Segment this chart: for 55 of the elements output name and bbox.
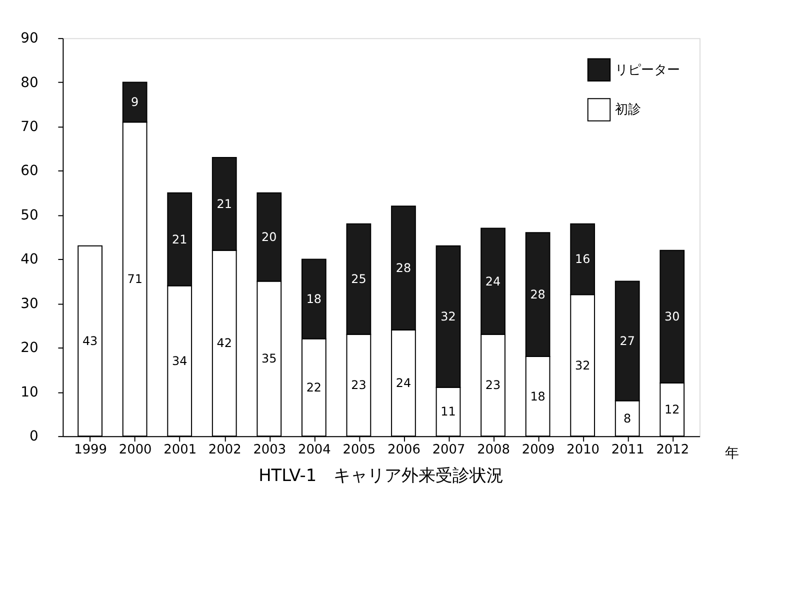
data-label: 28 — [396, 261, 412, 276]
data-label: 25 — [351, 272, 366, 286]
data-label: 11 — [440, 404, 456, 419]
data-label: 21 — [216, 196, 232, 211]
y-tick-label: 40 — [20, 252, 38, 268]
x-tick-label: 2004 — [298, 442, 331, 458]
data-label: 22 — [306, 380, 322, 394]
y-tick-label: 50 — [20, 207, 38, 224]
y-tick-label: 80 — [20, 74, 38, 91]
x-tick-label: 2007 — [432, 442, 466, 458]
x-tick-label: 2008 — [477, 442, 510, 458]
data-label: 23 — [485, 378, 501, 392]
data-label: 71 — [127, 272, 142, 286]
y-tick-label: 90 — [20, 30, 38, 47]
data-label: 42 — [216, 336, 232, 350]
data-label: 32 — [440, 310, 456, 324]
data-label: 12 — [664, 402, 680, 417]
data-label: 21 — [172, 232, 188, 246]
x-tick-label: 2009 — [522, 442, 555, 458]
y-tick-label: 0 — [29, 428, 38, 445]
y-tick-label: 10 — [20, 384, 38, 400]
x-tick-label: 2003 — [253, 442, 286, 458]
y-tick-label: 20 — [20, 340, 38, 356]
legend-label: リピーター — [614, 62, 680, 78]
data-label: 30 — [664, 310, 680, 324]
data-label: 28 — [530, 288, 546, 302]
data-label: 20 — [262, 230, 277, 244]
data-label: 24 — [396, 376, 412, 390]
data-label: 18 — [530, 389, 546, 404]
x-tick-label: 2012 — [656, 442, 690, 458]
y-tick-label: 60 — [20, 163, 38, 180]
data-label: 18 — [306, 292, 322, 306]
y-tick-label: 30 — [20, 296, 38, 312]
x-tick-label: 2000 — [118, 442, 152, 458]
x-tick-label: 1999 — [74, 442, 107, 458]
data-label: 23 — [351, 378, 366, 392]
data-label: 9 — [131, 95, 139, 110]
data-label: 32 — [574, 358, 590, 372]
y-tick-label: 70 — [20, 119, 38, 135]
data-label: 27 — [620, 334, 635, 348]
data-label: 24 — [485, 274, 501, 288]
x-tick-label: 2006 — [388, 442, 420, 458]
data-label: 43 — [82, 334, 98, 348]
x-tick-label: 2001 — [164, 442, 197, 458]
data-label: 16 — [574, 252, 590, 266]
text: HTLV-1 キャリア外来受診状況 — [258, 464, 504, 485]
data-label: 34 — [172, 354, 188, 368]
x-tick-label: 2002 — [208, 442, 242, 458]
x-tick-label: 2005 — [342, 442, 376, 458]
data-label: 35 — [262, 352, 277, 366]
x-axis-title: 年 — [724, 445, 739, 462]
x-tick-label: 2011 — [611, 442, 644, 458]
legend-label: 初診 — [614, 102, 641, 118]
x-tick-label: 2010 — [566, 442, 600, 458]
data-label: 8 — [624, 411, 632, 426]
